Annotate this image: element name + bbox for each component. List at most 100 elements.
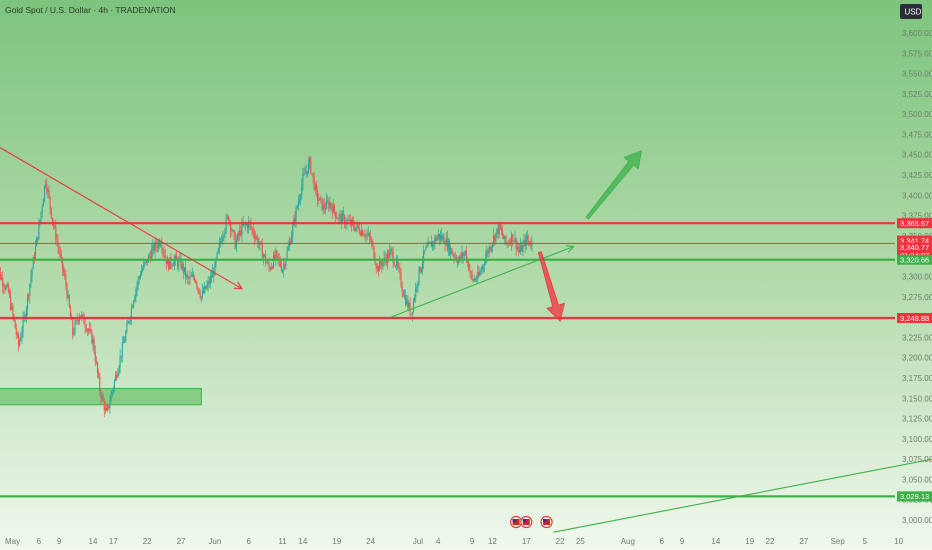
candle [42, 198, 44, 207]
price-badge-value: 3,365.67 [900, 219, 929, 228]
candle-body [268, 262, 270, 268]
candle-body [160, 244, 162, 246]
candle [435, 235, 437, 244]
candle [66, 282, 68, 302]
candle-body [81, 314, 83, 317]
candle-body [140, 270, 143, 276]
candle-body [235, 240, 237, 249]
candle-body [197, 287, 199, 289]
x-tick-label: 14 [89, 537, 98, 546]
candle [517, 242, 519, 257]
event-flag-icon[interactable] [520, 515, 533, 529]
candle [68, 294, 70, 309]
candle [228, 217, 231, 226]
candle [469, 263, 471, 278]
candle-body [73, 332, 75, 335]
candle-body [480, 270, 482, 273]
currency-badge[interactable] [900, 4, 922, 19]
candle [307, 157, 310, 175]
candle-body [111, 391, 113, 395]
candle-body [327, 200, 329, 203]
candle-body [441, 235, 443, 240]
event-flag-icon[interactable] [540, 515, 553, 529]
candle [89, 321, 91, 334]
candle [347, 214, 349, 222]
candle [45, 180, 47, 189]
candle-body [6, 284, 8, 287]
candle-body [471, 272, 473, 279]
candle [453, 253, 455, 265]
price-badge[interactable]: 3,248.88 [897, 312, 932, 323]
candle-body [276, 250, 278, 254]
candle-body [162, 249, 164, 251]
candle-body [34, 246, 37, 259]
candle [395, 255, 398, 271]
candle-body [51, 217, 53, 222]
candle-body [194, 277, 196, 281]
candle-body [288, 242, 290, 247]
x-tick-label: 9 [57, 537, 62, 546]
candle [33, 251, 35, 264]
candle-body [486, 251, 488, 257]
candle-body [15, 328, 17, 335]
event-flag-icon[interactable] [510, 515, 523, 529]
candle-body [505, 235, 507, 244]
candle-body [37, 237, 39, 240]
candle [427, 236, 429, 247]
candle [190, 272, 192, 278]
candle-body [137, 278, 139, 286]
candle [81, 311, 83, 322]
candle-body [346, 220, 348, 224]
trendline[interactable] [553, 458, 932, 533]
candle [21, 326, 23, 344]
candle-body [203, 290, 205, 293]
candle [15, 323, 17, 340]
candle [192, 271, 194, 281]
price-badge[interactable]: 3,365.67 [897, 218, 932, 229]
candle [351, 216, 354, 227]
projection-arrow[interactable] [585, 150, 642, 220]
x-tick-label: 14 [298, 537, 307, 546]
candle-body [285, 259, 287, 266]
price-badge[interactable]: 3,029.13 [897, 491, 932, 502]
y-tick-label: 3,000.00 [902, 516, 932, 525]
candle-body [138, 276, 140, 279]
candle [330, 202, 332, 211]
x-tick-label: 9 [470, 537, 475, 546]
candle-body [212, 271, 214, 278]
candle-body [198, 288, 200, 294]
candle-body [112, 388, 114, 392]
candle [86, 327, 88, 336]
candle-body [469, 270, 471, 272]
candle-body [31, 268, 33, 277]
candle-body [393, 263, 395, 266]
candle [189, 270, 191, 285]
candle [186, 273, 188, 280]
candle-body [234, 233, 236, 249]
trendline[interactable] [0, 143, 243, 290]
candle-body [210, 276, 213, 278]
candle-body [99, 376, 101, 393]
candle-body [20, 337, 22, 341]
candle-body [361, 230, 363, 236]
candle-body [134, 297, 136, 301]
candle [233, 229, 235, 240]
candle-body [10, 295, 12, 310]
projection-arrow[interactable] [537, 251, 565, 322]
candle-body [27, 295, 29, 309]
candle [5, 283, 7, 291]
candle-body [377, 266, 380, 272]
candle [87, 327, 90, 336]
candle-body [339, 214, 341, 215]
candle [203, 286, 205, 294]
candle-body [49, 196, 51, 208]
candle-body [267, 262, 269, 264]
candle-body [363, 235, 365, 237]
price-badge[interactable]: 3,320.66 [897, 254, 932, 265]
candle-body [386, 252, 389, 264]
price-badge[interactable]: 3,341.74 [897, 235, 932, 246]
x-tick-label: Aug [621, 537, 635, 546]
candle [420, 267, 422, 274]
candle-body [80, 315, 82, 317]
